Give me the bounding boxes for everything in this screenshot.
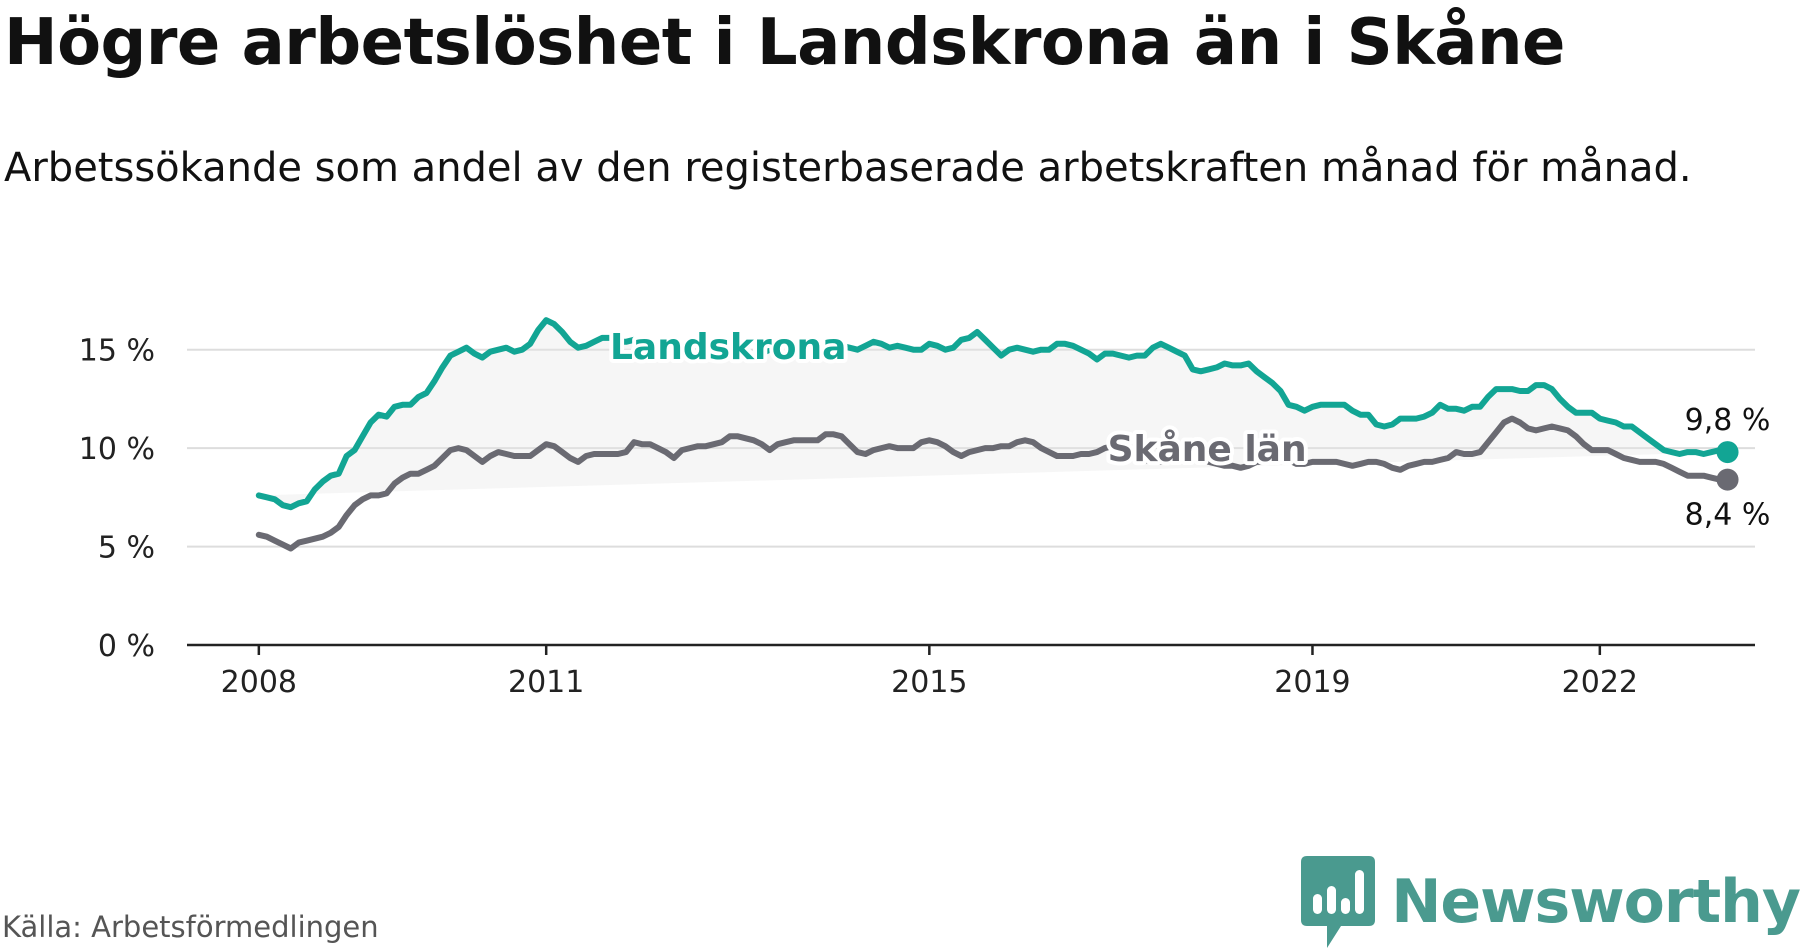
x-tick-label: 2019 bbox=[1274, 665, 1350, 700]
series-line-landskrona bbox=[255, 317, 1731, 511]
source-credit: Källa: Arbetsförmedlingen bbox=[2, 910, 379, 944]
gap-band bbox=[258, 320, 1728, 508]
end-point-skane bbox=[1716, 468, 1739, 491]
x-tick-label: 2015 bbox=[891, 665, 967, 700]
x-tick-label: 2011 bbox=[508, 665, 584, 700]
brand-logo[interactable]: Newsworthy bbox=[1301, 856, 1800, 948]
y-tick-labels: 0 % 5 % 10 % 15 % bbox=[79, 334, 155, 664]
y-tick-label: 15 % bbox=[79, 334, 155, 369]
series-label-skane: Skåne län bbox=[1108, 429, 1307, 470]
x-tick-label: 2008 bbox=[221, 665, 297, 700]
end-label-landskrona: 9,8 % bbox=[1685, 403, 1771, 438]
end-point-landskrona bbox=[1716, 441, 1739, 464]
series-line-skane bbox=[255, 415, 1731, 552]
axes bbox=[187, 643, 1755, 655]
x-tick-label: 2022 bbox=[1562, 665, 1638, 700]
brand-name: Newsworthy bbox=[1391, 867, 1800, 937]
y-tick-label: 10 % bbox=[79, 432, 155, 467]
newsworthy-logo-icon bbox=[1301, 856, 1376, 948]
chart-title: Högre arbetslöshet i Landskrona än i Skå… bbox=[4, 6, 1565, 80]
series-label-landskrona: Landskrona bbox=[610, 327, 846, 368]
y-tick-label: 0 % bbox=[98, 629, 155, 664]
x-tick-labels: 2008 2011 2015 2019 2022 bbox=[221, 665, 1638, 700]
chart-subtitle: Arbetssökande som andel av den registerb… bbox=[4, 145, 1692, 191]
y-tick-label: 5 % bbox=[98, 531, 155, 566]
end-label-skane: 8,4 % bbox=[1685, 498, 1771, 533]
